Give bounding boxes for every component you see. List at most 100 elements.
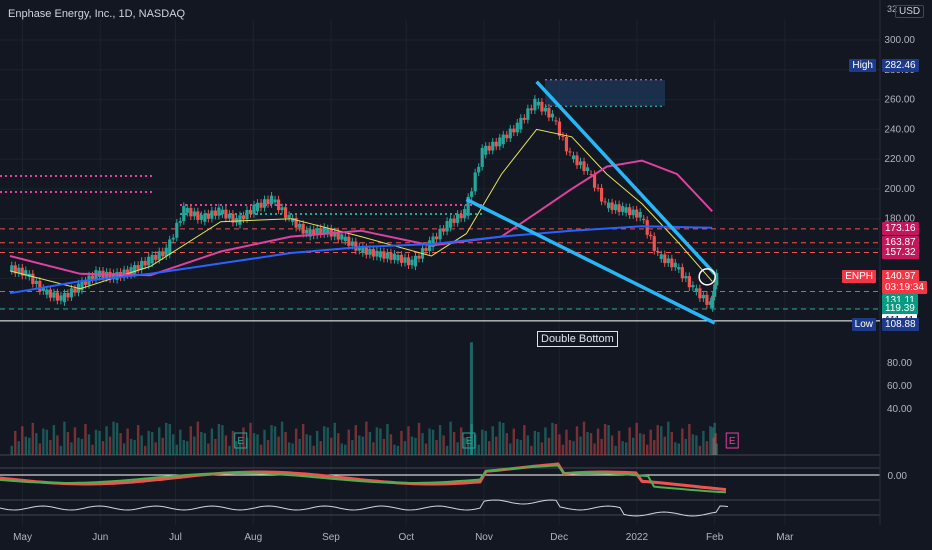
volume-bar [59,445,63,455]
candle-body [192,211,196,217]
candle-body [413,255,418,267]
volume-bar [705,441,709,455]
volume-bar [249,422,252,455]
volume-bar [358,435,361,455]
candle-body [494,141,498,147]
volume-bar [502,422,505,455]
volume-bar [45,429,49,455]
candle-body [154,254,158,260]
volume-bar [161,437,164,455]
volume-bar [711,427,714,455]
candle-body [83,280,88,285]
candle-body [406,257,411,266]
candle-body [294,217,298,228]
volume-bar [709,426,712,455]
volume-bar [466,438,470,455]
price-tick-label: 300.00 [884,35,915,46]
volume-bar [77,437,80,455]
volume-bar [305,434,308,455]
volume-bar [428,428,431,455]
volume-bar [165,422,168,455]
candle-body [638,212,642,218]
volume-bar [445,445,449,455]
volume-bar [158,427,161,455]
candle-body [259,202,263,208]
candle-body [266,199,270,205]
candle-body [41,287,45,292]
candle-body [175,222,179,238]
candle-body [312,229,316,236]
time-tick-label: May [13,532,32,543]
volume-bar [714,433,717,455]
candle-body [543,107,548,112]
volume-bar [24,436,27,455]
scale-number: 32 [887,4,898,14]
candle-body [522,117,526,120]
volume-bar [414,437,417,455]
price-tag-value: 173.16 [882,221,919,235]
volume-bar [691,434,695,455]
candle-body [178,221,182,223]
volume-bar [354,425,358,455]
candle-body [554,120,558,122]
volume-bar [280,421,284,455]
volume-bar [424,443,428,455]
currency-button[interactable]: USD [895,5,925,18]
volume-bar [98,430,101,455]
candle-body [10,265,14,271]
price-tick-label: 180.00 [884,214,915,225]
candle-body [713,284,717,297]
candle-body [656,250,660,253]
price-tag-value: 03:19:34 [882,280,927,294]
volume-bar [301,423,305,455]
candle-body [357,246,361,251]
candle-body [459,213,463,219]
candle-body [196,211,200,220]
volume-bar [256,434,259,455]
candle-body [378,251,382,258]
candle-body [31,273,35,284]
volume-bar [175,444,178,455]
volume-bar [35,433,38,455]
candle-body [487,145,491,151]
volume-bar [649,429,652,455]
candle-body [635,209,639,218]
candle-body [680,267,684,279]
volume-bar [631,437,635,455]
candle-body [231,213,235,223]
volume-bar [551,422,554,455]
time-tick-label: Oct [398,532,414,543]
volume-bar [688,423,691,455]
price-tag-value: 108.88 [882,317,919,331]
volume-bar [519,440,523,455]
volume-bar [523,425,526,455]
volume-bar [193,436,196,455]
price-tag-value: 157.32 [882,245,919,259]
candle-body [396,254,400,261]
candle-body [550,113,555,118]
volume-bar [14,430,17,455]
volume-bar [712,437,715,455]
candle-body [220,209,225,215]
volume-bar [526,435,530,455]
candle-body [512,128,516,133]
candle-body [206,213,210,219]
candle-body [308,229,312,237]
candle-body [592,174,597,188]
volume-bar [695,435,698,455]
volume-bar [38,443,42,455]
volume-bar [312,445,315,455]
candle-body [505,134,509,139]
volume-bar [337,433,340,455]
volume-bar [101,441,105,455]
volume-bar [544,427,547,455]
volume-bar [438,425,442,455]
candle-body [27,273,31,277]
double-bottom-annotation[interactable]: Double Bottom [537,331,618,347]
time-tick-label: 2022 [626,532,649,543]
candle-body [624,207,628,213]
volume-bar [52,425,56,455]
volume-bar [646,444,649,455]
volume-spike [469,342,473,455]
